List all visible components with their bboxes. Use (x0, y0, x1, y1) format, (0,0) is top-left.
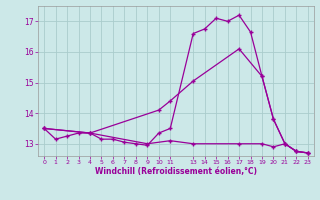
X-axis label: Windchill (Refroidissement éolien,°C): Windchill (Refroidissement éolien,°C) (95, 167, 257, 176)
